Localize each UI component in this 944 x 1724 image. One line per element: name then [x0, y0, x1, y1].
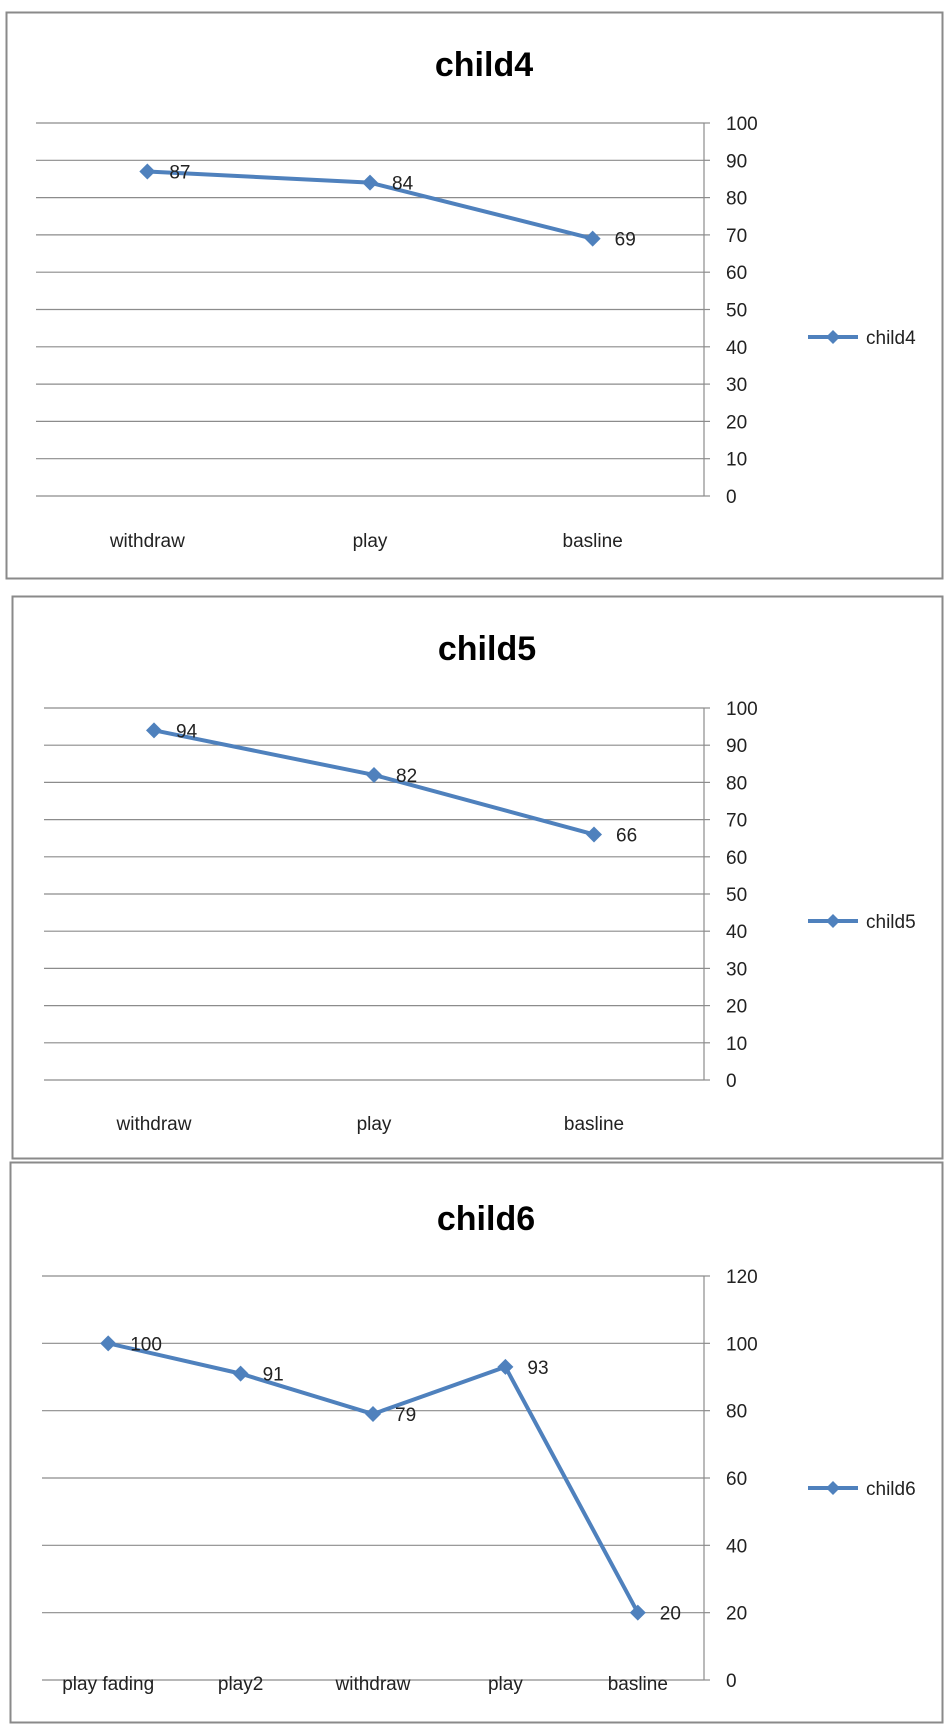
y-tick-label: 90	[726, 151, 747, 172]
chart-panel-2: child5 0 10 20 30 40 50 60 70 80 90 100 withdraw pla…	[11, 595, 944, 1160]
x-category-label: play2	[218, 1674, 263, 1695]
x-category-label: withdraw	[116, 1114, 192, 1135]
y-tick-label: 10	[726, 1034, 747, 1055]
chart-1-plot: 0 10 20 30 40 50 60 70 80 90 100 withdraw play baslin…	[36, 114, 916, 552]
data-label: 69	[615, 230, 636, 251]
legend-label: child4	[866, 328, 916, 349]
y-tick-label: 20	[726, 412, 747, 433]
y-tick-label: 30	[726, 959, 747, 980]
chart-3-title: child6	[437, 1200, 535, 1238]
y-tick-label: 20	[726, 997, 747, 1018]
chart-2-plot: 0 10 20 30 40 50 60 70 80 90 100 withdraw play baslin…	[44, 699, 916, 1135]
x-category-label: basline	[563, 531, 623, 552]
y-tick-label: 90	[726, 736, 747, 757]
data-label: 82	[396, 766, 417, 787]
data-label: 87	[169, 162, 190, 183]
y-tick-label: 70	[726, 226, 747, 247]
x-category-label: play fading	[62, 1674, 154, 1695]
y-tick-label: 0	[726, 1071, 737, 1092]
chart-1-frame	[5, 11, 944, 580]
y-tick-label: 40	[726, 338, 747, 359]
chart-3-frame	[9, 1161, 944, 1724]
x-category-label: play	[488, 1674, 523, 1695]
legend-swatch-marker	[826, 1481, 840, 1495]
data-point-marker	[497, 1358, 514, 1375]
y-tick-label: 60	[726, 848, 747, 869]
y-tick-label: 0	[726, 1671, 737, 1692]
y-tick-label: 50	[726, 885, 747, 906]
data-label: 66	[616, 825, 637, 846]
data-label: 93	[527, 1358, 548, 1379]
data-label: 94	[176, 721, 198, 742]
data-label: 84	[392, 174, 414, 195]
chart-1-title: child4	[435, 46, 533, 84]
x-category-label: play	[353, 531, 388, 552]
y-tick-label: 70	[726, 811, 747, 832]
legend-label: child5	[866, 912, 916, 933]
x-category-label: play	[357, 1114, 392, 1135]
data-label: 20	[660, 1604, 681, 1625]
data-label: 100	[130, 1334, 162, 1355]
chart-2-frame	[11, 595, 944, 1160]
chart-panel-1: child4 0 10 20 30 40 50 60 70 80 90 100 withdraw pla…	[5, 11, 944, 580]
chart-panel-3: child6 0 20 40 60 80 100 120 play fading play2 wi…	[9, 1161, 944, 1724]
chart-3-plot: 0 20 40 60 80 100 120 play fading play2 withdraw p…	[42, 1267, 916, 1695]
data-point-marker	[584, 230, 601, 247]
data-point-marker	[232, 1365, 249, 1382]
y-tick-label: 100	[726, 1334, 758, 1355]
data-point-marker	[629, 1604, 646, 1621]
y-tick-label: 80	[726, 189, 747, 210]
legend-label: child6	[866, 1479, 916, 1500]
data-point-marker	[139, 163, 156, 180]
y-tick-label: 30	[726, 375, 747, 396]
y-tick-label: 20	[726, 1604, 747, 1625]
chart-2-title: child5	[438, 630, 536, 668]
legend-swatch-marker	[826, 914, 840, 928]
y-tick-label: 40	[726, 1536, 747, 1557]
y-tick-label: 0	[726, 487, 737, 508]
y-tick-label: 80	[726, 773, 747, 794]
x-category-label: withdraw	[109, 531, 185, 552]
y-tick-label: 60	[726, 263, 747, 284]
y-tick-label: 100	[726, 699, 758, 720]
y-tick-label: 40	[726, 922, 747, 943]
y-tick-label: 80	[726, 1402, 747, 1423]
x-category-label: withdraw	[335, 1674, 411, 1695]
legend-swatch-marker	[826, 330, 840, 344]
y-tick-label: 60	[726, 1469, 747, 1490]
data-point-marker	[366, 766, 382, 783]
data-point-marker	[365, 1406, 381, 1423]
y-tick-label: 100	[726, 114, 758, 135]
x-category-label: basline	[564, 1114, 624, 1135]
data-label: 79	[395, 1405, 416, 1426]
data-point-marker	[586, 826, 602, 843]
y-tick-label: 50	[726, 301, 747, 322]
x-category-label: basline	[608, 1674, 668, 1695]
data-point-marker	[146, 722, 162, 739]
data-point-marker	[100, 1335, 117, 1352]
data-label: 91	[263, 1365, 284, 1386]
data-point-marker	[362, 174, 378, 191]
y-tick-label: 120	[726, 1267, 758, 1288]
y-tick-label: 10	[726, 450, 747, 471]
